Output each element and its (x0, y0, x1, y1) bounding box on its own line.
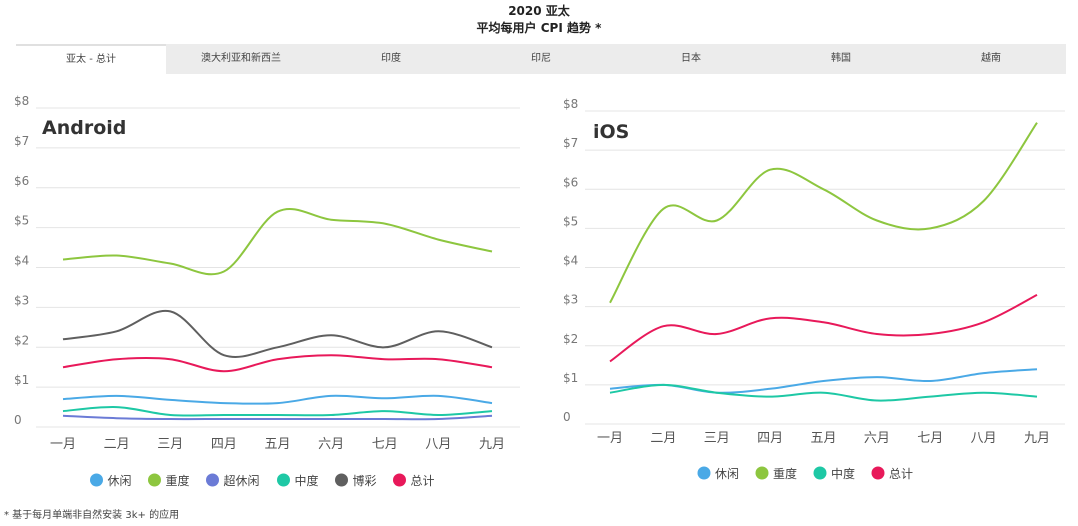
chart-subtitle: 平均每用户 CPI 趋势 * (476, 21, 602, 35)
ios-legend-item-2[interactable]: 中度 (813, 466, 856, 481)
region-tab-bar: 亚太 - 总计 澳大利亚和新西兰 印度 印尼 日本 韩国 越南 (16, 44, 1066, 74)
ios-legend-dot (871, 466, 885, 480)
android-legend-item-0[interactable]: 休闲 (90, 473, 132, 489)
ios-legend-dot (755, 466, 769, 480)
android-x-tick-label: 三月 (157, 437, 183, 452)
android-x-tick-label: 五月 (264, 437, 290, 452)
android-legend-label: 超休闲 (224, 473, 260, 488)
ios-x-tick-label: 一月 (597, 431, 623, 446)
ios-y-tick-label: $7 (563, 136, 578, 150)
android-x-tick-label: 一月 (50, 437, 76, 452)
tab-apac-total[interactable]: 亚太 - 总计 (16, 44, 166, 74)
ios-x-tick-label: 九月 (1024, 431, 1050, 446)
footnote: * 基于每月单端非自然安装 3k+ 的应用 (4, 510, 180, 521)
ios-x-tick-label: 八月 (971, 431, 997, 446)
android-legend-dot (90, 473, 103, 487)
ios-y-tick-label: $5 (563, 214, 578, 228)
android-chart-title: Android (42, 117, 126, 139)
android-legend-label: 总计 (411, 474, 435, 488)
android-x-tick-label: 九月 (479, 437, 505, 452)
android-x-tick-label: 四月 (211, 437, 237, 452)
android-line-chart: 0 $1 $2 $3 $4 $5 $6 $7 $8 Android 一月 二月 三月 四月 五月 六月 七月 八月… (14, 94, 520, 489)
ios-series-line-1 (609, 122, 1038, 304)
android-series-line-3 (62, 406, 493, 417)
android-x-tick-label: 八月 (425, 437, 451, 452)
android-x-tick-label: 六月 (318, 437, 344, 452)
ios-y-tick-label: $3 (563, 293, 578, 307)
android-legend-item-5[interactable]: 总计 (393, 473, 435, 489)
android-y-tick-label: $1 (14, 373, 29, 387)
ios-legend-label: 中度 (831, 466, 855, 481)
chart-main-title: 2020 亚太 (508, 4, 570, 18)
ios-legend-item-1[interactable]: 重度 (755, 466, 798, 481)
ios-y-tick-label: 0 (563, 410, 571, 424)
android-series-line-2 (62, 414, 493, 421)
tab-anz[interactable]: 澳大利亚和新西兰 (201, 53, 281, 64)
android-legend-label: 重度 (166, 473, 190, 488)
android-legend-dot (148, 473, 161, 487)
ios-y-tick-label: $8 (563, 97, 578, 111)
ios-series-line-3 (609, 294, 1038, 363)
ios-line-chart: 0 $1 $2 $3 $4 $5 $6 $7 $8 iOS 一月 二月 三月 四月 五月 六月 七月 八月 九月休闲… (563, 97, 1065, 482)
android-y-tick-label: $7 (14, 134, 29, 148)
tab-korea[interactable]: 韩国 (831, 53, 851, 64)
android-y-tick-label: $5 (14, 214, 29, 228)
ios-legend-item-0[interactable]: 休闲 (697, 466, 740, 482)
android-y-tick-label: $2 (14, 333, 29, 347)
android-y-tick-label: $8 (14, 94, 29, 108)
tab-vietnam[interactable]: 越南 (981, 53, 1001, 64)
chart-header: 2020 亚太 平均每用户 CPI 趋势 * (0, 3, 1078, 37)
android-series-line-0 (62, 394, 493, 405)
android-y-tick-label: $6 (14, 174, 29, 188)
android-legend-dot (335, 473, 348, 487)
ios-x-tick-label: 二月 (650, 431, 676, 446)
ios-legend-label: 休闲 (715, 467, 739, 481)
ios-x-tick-label: 五月 (810, 431, 836, 446)
ios-y-tick-label: $2 (563, 332, 578, 346)
ios-y-tick-label: $4 (563, 254, 578, 268)
ios-legend-label: 总计 (889, 467, 913, 481)
android-legend-item-3[interactable]: 中度 (277, 473, 319, 488)
android-legend-dot (206, 473, 219, 487)
ios-x-tick-label: 三月 (704, 431, 730, 446)
android-legend-dot (277, 473, 290, 487)
ios-series-line-0 (609, 368, 1038, 394)
ios-y-tick-label: $6 (563, 175, 578, 189)
ios-legend-label: 重度 (773, 466, 797, 481)
android-y-tick-label: $4 (14, 254, 29, 268)
android-series-line-5 (62, 354, 493, 373)
tab-japan[interactable]: 日本 (681, 53, 701, 64)
tab-indonesia[interactable]: 印尼 (531, 53, 551, 64)
android-legend-dot (393, 473, 406, 487)
android-legend-label: 博彩 (353, 473, 377, 488)
android-series-line-1 (62, 208, 493, 276)
ios-x-tick-label: 四月 (757, 431, 783, 446)
tab-india[interactable]: 印度 (381, 53, 401, 64)
ios-x-tick-label: 六月 (864, 431, 890, 446)
ios-x-tick-label: 七月 (917, 431, 943, 446)
ios-y-tick-label: $1 (563, 371, 578, 385)
android-legend-label: 休闲 (108, 474, 132, 488)
ios-legend-dot (697, 466, 711, 480)
ios-chart-title: iOS (593, 121, 629, 143)
ios-legend-item-3[interactable]: 总计 (871, 466, 914, 482)
android-legend-item-2[interactable]: 超休闲 (206, 473, 260, 488)
android-y-tick-label: 0 (14, 413, 22, 427)
ios-legend-dot (813, 466, 827, 480)
android-y-tick-label: $3 (14, 293, 29, 307)
android-legend-item-1[interactable]: 重度 (148, 473, 190, 488)
android-series-line-4 (62, 309, 493, 358)
android-x-tick-label: 七月 (372, 437, 398, 452)
android-legend-label: 中度 (295, 473, 319, 488)
android-x-tick-label: 二月 (104, 437, 130, 452)
android-legend-item-4[interactable]: 博彩 (335, 473, 377, 488)
ios-series-line-2 (609, 383, 1038, 402)
